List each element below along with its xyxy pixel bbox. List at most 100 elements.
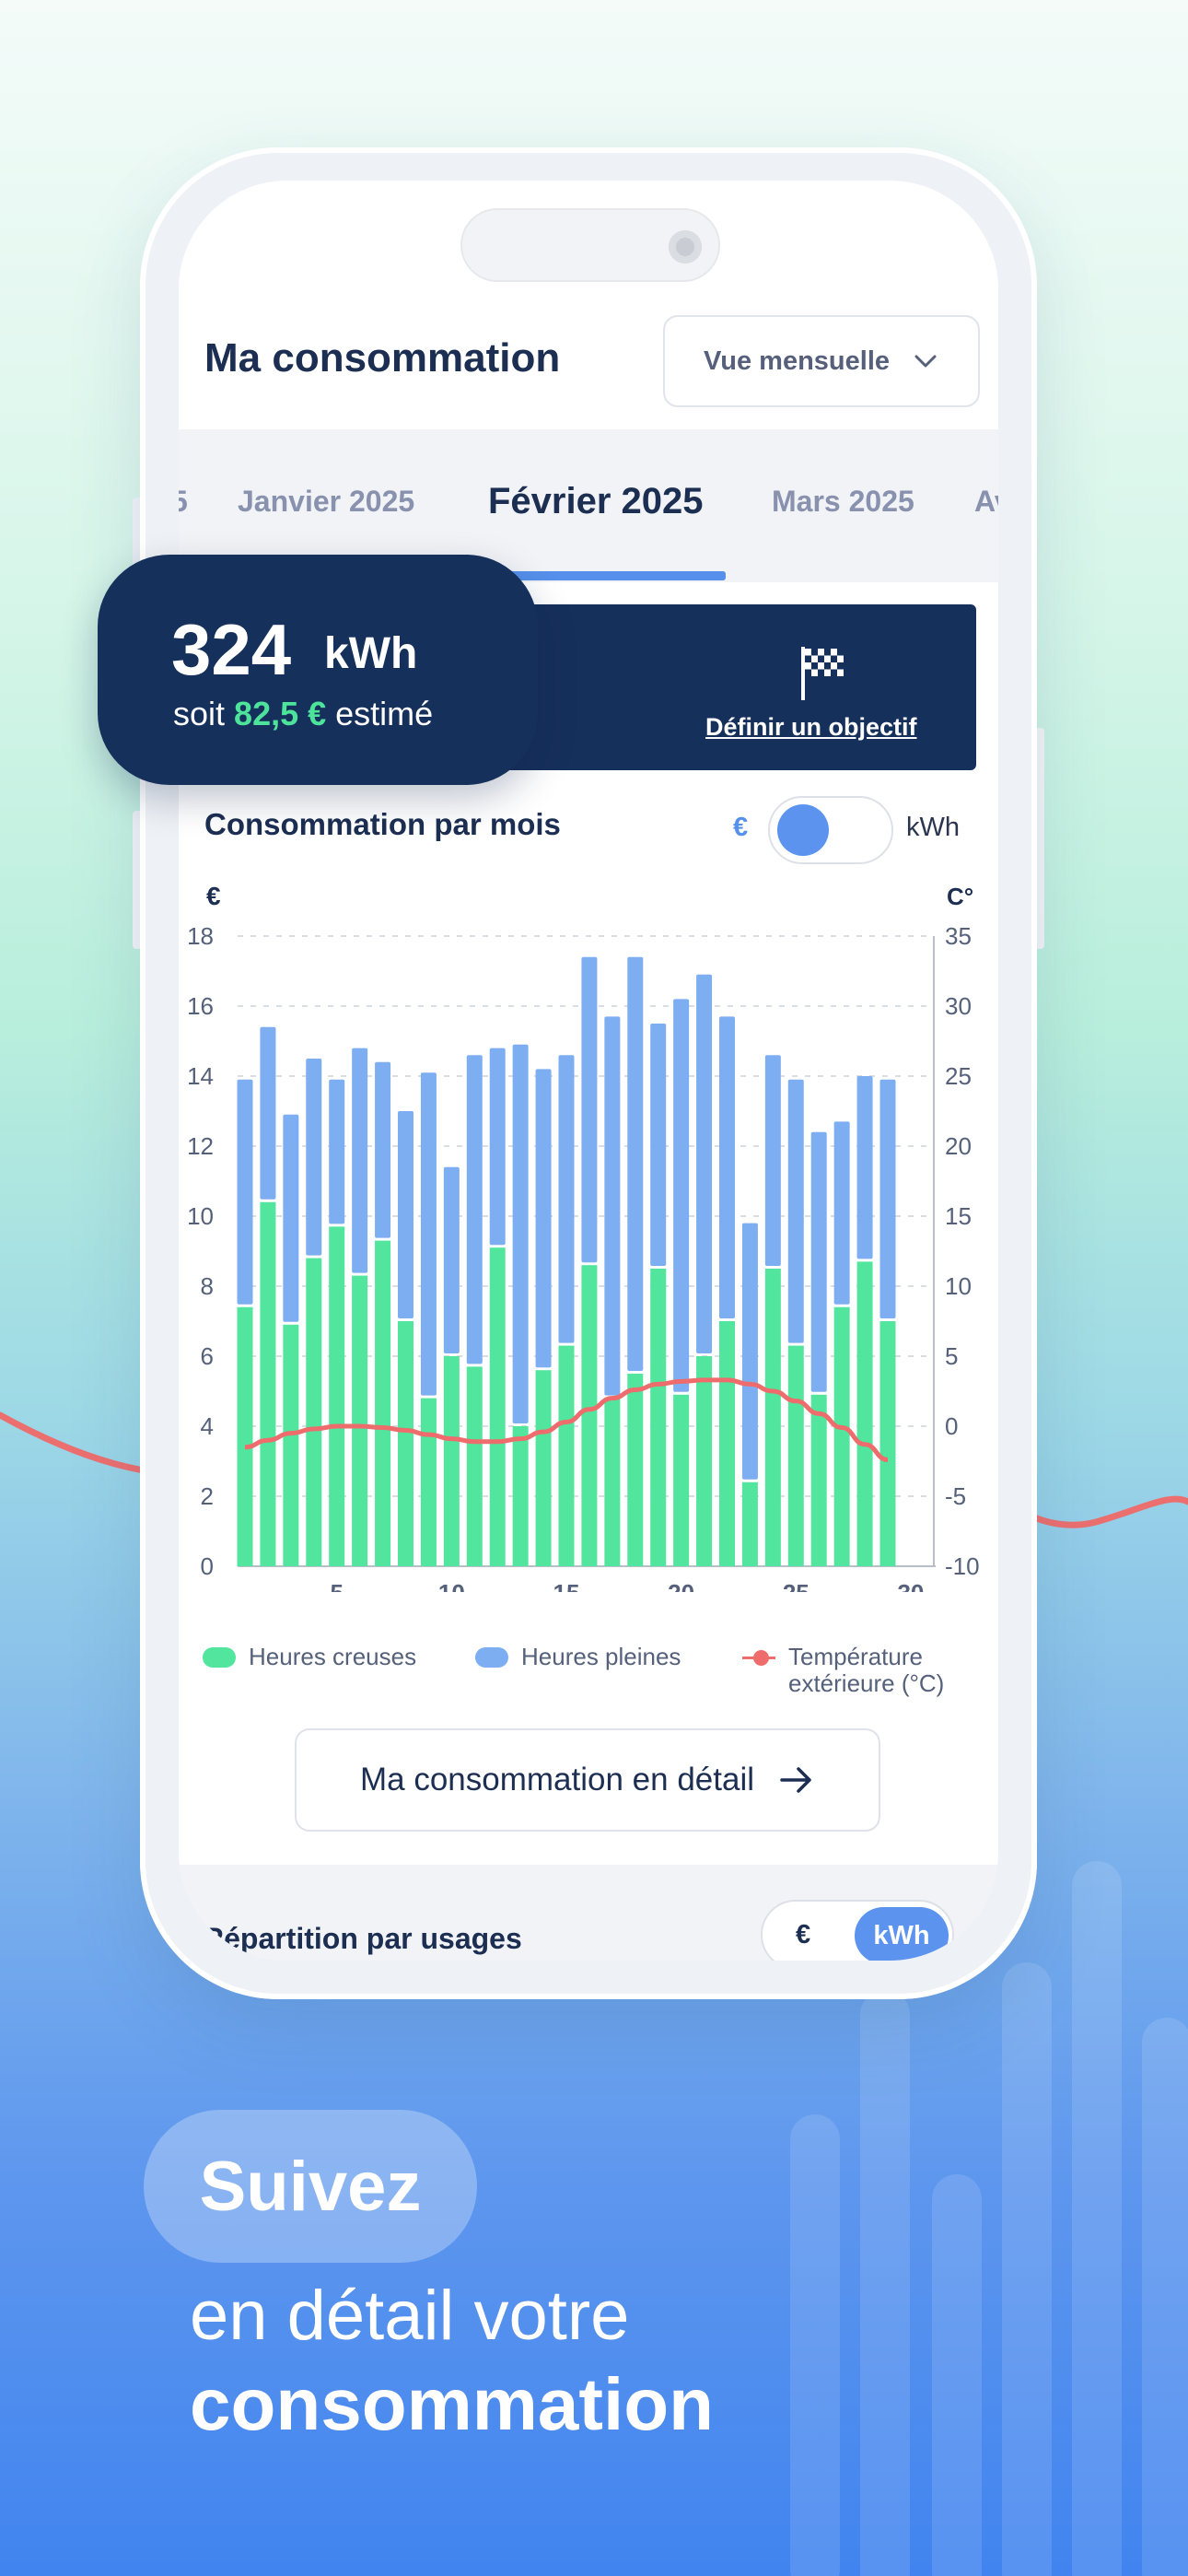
y2-tick-label: -10 bbox=[945, 1552, 980, 1580]
tab-month-avril[interactable]: Av bbox=[974, 485, 998, 518]
x-tick-label: 15 bbox=[553, 1579, 580, 1592]
bar-peak bbox=[398, 1111, 413, 1318]
bar-off-peak bbox=[627, 1374, 644, 1566]
bar-off-peak bbox=[810, 1394, 827, 1566]
view-select[interactable]: Vue mensuelle bbox=[663, 315, 980, 407]
bar-off-peak bbox=[398, 1321, 413, 1566]
bar-off-peak bbox=[581, 1265, 598, 1566]
estimated-cost-value: 82,5 € bbox=[234, 695, 327, 732]
bar-off-peak bbox=[833, 1306, 850, 1566]
estimated-cost-suffix: estimé bbox=[335, 695, 434, 732]
usage-unit-toggle[interactable]: € kWh bbox=[761, 1900, 954, 1961]
bar-peak bbox=[673, 999, 690, 1392]
bar-off-peak bbox=[260, 1201, 276, 1566]
legend-label: Température bbox=[788, 1643, 923, 1670]
tab-month-prev[interactable]: 5 bbox=[179, 485, 188, 518]
bar-off-peak bbox=[787, 1345, 804, 1566]
bar-peak bbox=[489, 1048, 506, 1246]
bar-peak bbox=[879, 1079, 896, 1318]
bar-peak bbox=[283, 1114, 299, 1322]
detail-button-label: Ma consommation en détail bbox=[360, 1762, 754, 1797]
bar-peak bbox=[466, 1055, 483, 1364]
chevron-down-icon bbox=[914, 355, 937, 368]
active-tab-indicator bbox=[499, 571, 726, 580]
y2-tick-label: 5 bbox=[945, 1342, 958, 1370]
bar-off-peak bbox=[535, 1370, 552, 1566]
bar-peak bbox=[512, 1044, 529, 1423]
bar-peak bbox=[260, 1026, 276, 1200]
y2-tick-label: 25 bbox=[945, 1062, 972, 1090]
unit-toggle[interactable] bbox=[768, 796, 893, 864]
bar-off-peak bbox=[650, 1269, 667, 1566]
legend-swatch-green bbox=[203, 1647, 236, 1668]
y2-tick-label: 20 bbox=[945, 1132, 972, 1160]
legend-label: Heures pleines bbox=[521, 1643, 681, 1670]
y-tick-label: 16 bbox=[187, 992, 214, 1020]
camera-icon bbox=[669, 230, 702, 263]
y2-tick-label: 0 bbox=[945, 1412, 958, 1440]
tab-month-fevrier[interactable]: Février 2025 bbox=[488, 481, 704, 521]
x-tick-label: 25 bbox=[783, 1579, 809, 1592]
bar-peak bbox=[329, 1079, 345, 1224]
bar-off-peak bbox=[764, 1269, 781, 1566]
tab-month-janvier[interactable]: Janvier 2025 bbox=[238, 485, 415, 518]
y-tick-label: 6 bbox=[201, 1342, 214, 1370]
legend-off-peak: Heures creuses bbox=[203, 1644, 416, 1670]
y2-tick-label: 30 bbox=[945, 992, 972, 1020]
bar-off-peak bbox=[856, 1261, 873, 1566]
x-tick-label: 5 bbox=[330, 1579, 343, 1592]
usage-section-title: Répartition par usages bbox=[203, 1922, 522, 1955]
bar-off-peak bbox=[489, 1247, 506, 1566]
bar-peak bbox=[443, 1166, 460, 1353]
checkered-flag-icon bbox=[801, 647, 844, 700]
y-tick-label: 10 bbox=[187, 1202, 214, 1230]
bar-peak bbox=[420, 1072, 437, 1396]
toggle-knob bbox=[777, 804, 829, 856]
bar-peak bbox=[558, 1055, 575, 1343]
bar-off-peak bbox=[306, 1258, 322, 1566]
tab-month-mars[interactable]: Mars 2025 bbox=[772, 485, 914, 518]
bar-off-peak bbox=[329, 1226, 345, 1566]
right-axis-label: C° bbox=[947, 883, 973, 910]
dynamic-island bbox=[460, 208, 720, 282]
y-tick-label: 4 bbox=[201, 1412, 214, 1440]
temperature-line bbox=[244, 1377, 889, 1462]
bar-peak bbox=[581, 956, 598, 1263]
usage-unit-eur[interactable]: € bbox=[796, 1920, 811, 1950]
total-kwh-unit: kWh bbox=[324, 629, 418, 678]
total-kwh-value: 324 bbox=[171, 609, 292, 690]
view-select-value: Vue mensuelle bbox=[704, 345, 891, 376]
bar-peak bbox=[787, 1079, 804, 1343]
tagline-pill: Suivez bbox=[144, 2110, 477, 2263]
x-tick-label: 30 bbox=[897, 1579, 924, 1592]
bar-peak bbox=[375, 1061, 391, 1238]
bar-peak bbox=[604, 1016, 621, 1396]
usage-section: Répartition par usages € kWh bbox=[179, 1865, 998, 1961]
unit-eur-label: € bbox=[733, 813, 749, 842]
tagline-line-2: consommation bbox=[190, 2363, 714, 2445]
bar-peak bbox=[833, 1121, 850, 1305]
y2-tick-label: -5 bbox=[945, 1482, 966, 1510]
tagline-line-1: en détail votre bbox=[190, 2277, 630, 2355]
unit-kwh-label: kWh bbox=[906, 813, 960, 842]
usage-unit-kwh[interactable]: kWh bbox=[855, 1907, 949, 1961]
legend-label: Heures creuses bbox=[249, 1643, 417, 1670]
phone-side-button bbox=[133, 498, 142, 608]
bar-peak bbox=[627, 956, 644, 1371]
bar-off-peak bbox=[375, 1240, 391, 1566]
bar-peak bbox=[696, 974, 713, 1353]
bar-peak bbox=[764, 1055, 781, 1266]
bar-peak bbox=[650, 1024, 667, 1266]
y-tick-label: 12 bbox=[187, 1132, 214, 1160]
y2-tick-label: 15 bbox=[945, 1202, 972, 1230]
bar-off-peak bbox=[879, 1321, 896, 1566]
consumption-summary-card: 324 kWh soit 82,5 € estimé bbox=[98, 555, 538, 785]
bar-off-peak bbox=[741, 1481, 758, 1566]
set-goal-link[interactable]: Définir un objectif bbox=[705, 713, 917, 741]
bar-off-peak bbox=[466, 1366, 483, 1566]
x-tick-label: 10 bbox=[438, 1579, 465, 1592]
legend-swatch-temp bbox=[742, 1647, 775, 1668]
bar-off-peak bbox=[237, 1306, 253, 1566]
consumption-detail-button[interactable]: Ma consommation en détail bbox=[295, 1728, 880, 1832]
